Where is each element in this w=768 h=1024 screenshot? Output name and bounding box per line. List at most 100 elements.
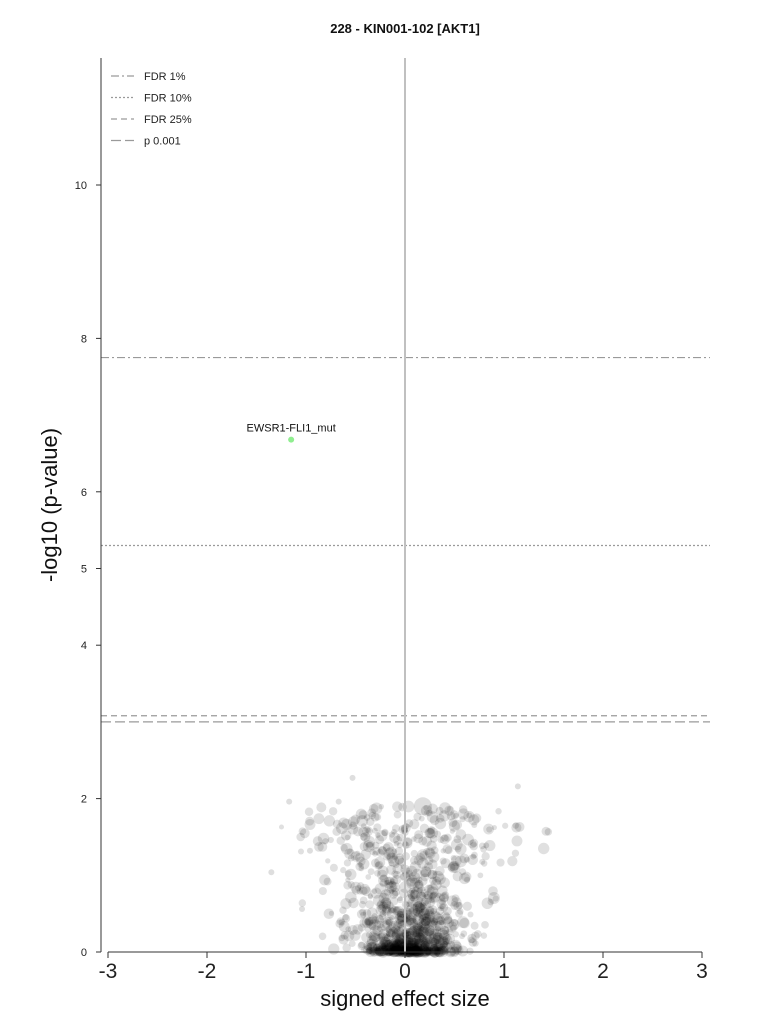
data-point: [409, 946, 419, 955]
data-point: [413, 797, 432, 816]
data-point: [375, 915, 384, 923]
data-point: [419, 904, 426, 911]
data-point: [415, 891, 427, 903]
notable-points: [268, 774, 521, 913]
chart-title: 228 - KIN001-102 [AKT1]: [330, 21, 480, 36]
data-point: [420, 902, 426, 908]
data-point: [418, 815, 425, 822]
data-point: [420, 805, 433, 817]
data-point: [441, 938, 449, 946]
data-point: [412, 943, 423, 953]
data-point: [387, 906, 395, 914]
data-point: [365, 942, 378, 955]
data-point: [318, 886, 327, 896]
data-point: [452, 812, 459, 819]
data-point: [432, 944, 440, 953]
data-point: [424, 897, 436, 908]
data-point: [439, 877, 450, 889]
data-point: [383, 942, 389, 948]
data-point: [429, 943, 442, 956]
data-point: [412, 927, 424, 939]
data-point: [411, 942, 419, 949]
data-point: [381, 829, 389, 837]
data-point: [366, 907, 378, 919]
data-point: [358, 941, 365, 949]
data-point: [412, 925, 419, 931]
data-point: [430, 917, 436, 924]
data-point: [360, 823, 367, 829]
data-point: [454, 855, 467, 868]
data-point: [391, 923, 397, 929]
data-point: [434, 947, 444, 956]
data-point: [449, 924, 457, 932]
data-point: [328, 910, 334, 916]
data-point: [374, 870, 381, 877]
data-point: [346, 848, 354, 856]
data-point: [393, 862, 400, 869]
data-point: [378, 945, 385, 952]
data-point: [414, 902, 425, 913]
data-point: [429, 937, 437, 945]
x-tick-label: 1: [498, 960, 510, 983]
data-point: [468, 814, 480, 826]
data-point: [364, 916, 374, 926]
data-point: [459, 853, 470, 864]
data-point: [462, 833, 474, 846]
data-point: [356, 856, 366, 866]
data-point: [345, 877, 351, 883]
data-point: [436, 916, 446, 926]
data-point: [450, 901, 459, 910]
data-point: [436, 899, 447, 910]
data-point: [362, 909, 372, 918]
data-point: [409, 937, 419, 948]
data-point: [381, 892, 387, 899]
data-point: [385, 881, 397, 894]
data-point: [453, 835, 462, 844]
data-point: [393, 936, 401, 944]
data-point: [339, 906, 347, 914]
data-point: [439, 802, 451, 814]
data-point: [375, 904, 387, 916]
data-point: [361, 916, 373, 928]
data-point: [421, 889, 430, 898]
data-point: [389, 942, 402, 954]
data-point: [383, 842, 394, 853]
data-point: [379, 936, 385, 942]
data-point: [371, 916, 380, 924]
data-point: [348, 897, 359, 909]
data-point: [429, 835, 438, 843]
data-point: [354, 852, 365, 863]
data-point: [409, 877, 421, 889]
data-point: [417, 946, 424, 953]
data-point: [411, 923, 423, 935]
data-point: [428, 851, 440, 863]
data-point: [423, 945, 431, 953]
data-point: [385, 846, 397, 858]
data-point: [429, 939, 438, 948]
data-point: [380, 945, 391, 955]
data-point: [450, 855, 457, 861]
data-point: [410, 887, 422, 899]
data-point: [406, 937, 418, 949]
data-point: [413, 886, 420, 893]
data-point: [405, 870, 413, 878]
legend: FDR 1% FDR 10% FDR 25% p 0.001: [111, 71, 192, 148]
x-tick-label: -3: [99, 960, 118, 983]
data-point: [355, 808, 367, 820]
data-point: [358, 886, 368, 896]
data-point: [483, 842, 490, 849]
data-point: [366, 938, 377, 949]
data-point: [413, 881, 424, 893]
data-point: [342, 943, 351, 952]
data-point: [439, 857, 447, 865]
data-point: [425, 946, 434, 955]
data-point: [434, 920, 447, 932]
data-point: [380, 936, 391, 948]
data-point: [432, 920, 443, 932]
data-point: [349, 821, 358, 830]
data-point: [419, 943, 428, 952]
data-point: [410, 942, 423, 954]
data-point: [438, 810, 450, 822]
data-point: [481, 860, 488, 867]
data-point: [512, 822, 519, 829]
